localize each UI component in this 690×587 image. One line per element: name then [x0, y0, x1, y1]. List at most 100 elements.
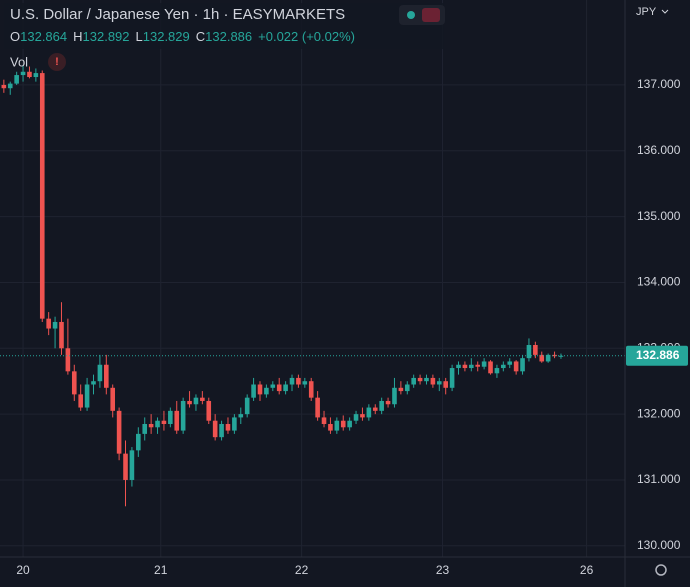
candle-body: [353, 414, 359, 421]
legend-label: H: [73, 29, 82, 44]
candle-body: [65, 348, 71, 372]
legend-value: 132.892: [83, 29, 130, 44]
candle-body: [494, 368, 500, 374]
candle-body: [558, 355, 564, 357]
x-tick-label: 21: [154, 563, 168, 577]
candle-body: [206, 400, 212, 421]
legend-value: 132.829: [143, 29, 190, 44]
candle-body: [417, 377, 423, 382]
candle-body: [404, 384, 410, 392]
candle-body: [104, 364, 109, 388]
candle-body: [251, 384, 256, 398]
x-tick-label: 26: [580, 563, 594, 577]
candle-body: [33, 73, 39, 78]
legend-value: 132.864: [20, 29, 67, 44]
market-status: [407, 11, 415, 19]
candle-body: [136, 433, 141, 451]
candle-body: [372, 407, 378, 411]
candle-body: [289, 377, 295, 385]
candle-body: [526, 344, 532, 359]
candle-body: [232, 417, 237, 431]
candle-body: [161, 420, 167, 425]
candle-body: [155, 420, 160, 428]
candle-body: [475, 364, 481, 367]
warning-mark: !: [55, 56, 59, 68]
candle-body: [321, 417, 327, 425]
candle-body: [533, 344, 538, 355]
candle-body: [328, 424, 333, 431]
candle-body: [142, 424, 148, 434]
alert-icon[interactable]: [422, 8, 440, 22]
candle-body: [385, 400, 391, 405]
candle-body: [513, 361, 519, 372]
candle-body: [168, 410, 173, 425]
candle-body: [347, 420, 352, 428]
candle-body: [110, 387, 116, 411]
grid: [0, 0, 625, 557]
candle-body: [84, 384, 90, 408]
axes: 130.000131.000132.000133.000134.000135.0…: [16, 77, 688, 577]
ohlc-legend: O132.864 H132.892 L132.829 C132.886 +0.022 (…: [10, 29, 355, 44]
last-price-label: 132.886: [636, 348, 680, 362]
candle-body: [52, 321, 58, 329]
candle-body: [488, 361, 493, 374]
candle-body: [193, 397, 199, 405]
candle-body: [315, 397, 320, 418]
candle-body: [71, 371, 77, 395]
candle-body: [539, 354, 545, 362]
candle-body: [424, 377, 429, 382]
warning-icon[interactable]: [48, 53, 66, 71]
currency-caret: [661, 9, 669, 14]
x-tick-label: 20: [16, 563, 30, 577]
legend-change: +0.022 (+0.02%): [258, 29, 355, 44]
candle-body: [1, 84, 7, 89]
candle-body: [507, 361, 513, 365]
candle-body: [545, 354, 551, 362]
y-tick-label: 135.000: [637, 209, 681, 223]
candle-body: [398, 387, 404, 392]
plot-area: [0, 65, 625, 507]
y-tick-label: 130.000: [637, 538, 681, 552]
candle-body: [469, 364, 474, 369]
candle-body: [27, 71, 32, 78]
settings-icon[interactable]: [655, 564, 667, 576]
candle-body: [411, 377, 416, 385]
legend-value: 132.886: [205, 29, 252, 44]
legend-backdrop: [4, 3, 444, 49]
candle-body: [276, 384, 282, 392]
y-tick-label: 136.000: [637, 143, 681, 157]
candle-body: [360, 414, 365, 418]
legend-label: C: [196, 29, 205, 44]
candle-body: [481, 361, 487, 367]
candle-body: [219, 424, 224, 438]
y-tick-label: 137.000: [637, 77, 681, 91]
candle-body: [296, 377, 301, 385]
x-tick-label: 22: [295, 563, 309, 577]
candle-body: [308, 381, 314, 398]
candle-body: [238, 414, 244, 418]
legend-label: O: [10, 29, 20, 44]
candle-body: [174, 410, 180, 431]
candle-body: [180, 400, 186, 431]
candle-body: [552, 354, 557, 357]
candle-body: [392, 387, 397, 405]
candle-body: [520, 358, 525, 372]
candle-body: [379, 400, 384, 411]
candle-body: [283, 384, 288, 392]
candle-body: [46, 318, 51, 329]
candle-body: [340, 420, 346, 428]
volume-label: Vol: [10, 54, 28, 69]
candle-body: [200, 397, 205, 401]
last-price-box: [626, 345, 688, 366]
currency-label[interactable]: JPY: [636, 6, 657, 18]
candle-body: [366, 407, 372, 418]
y-tick-label: 131.000: [637, 472, 681, 486]
candle-body: [59, 321, 64, 349]
candle-body: [456, 364, 461, 369]
candle-body: [302, 381, 308, 385]
candle-body: [462, 364, 468, 369]
x-tick-label: 23: [436, 563, 450, 577]
candle-body: [436, 381, 442, 385]
